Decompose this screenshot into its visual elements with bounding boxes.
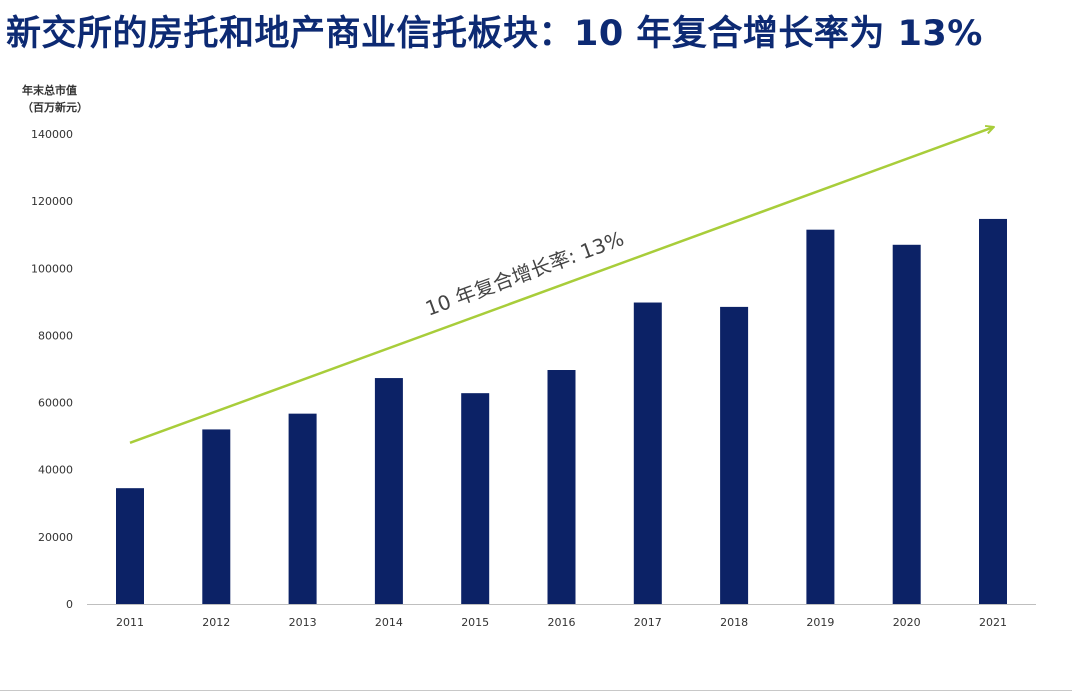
- y-tick-label: 100000: [31, 262, 73, 275]
- y-axis-label-line-2: （百万新元）: [22, 101, 88, 114]
- bar-2020: [892, 244, 921, 605]
- x-tick-label: 2015: [461, 616, 489, 629]
- x-tick-label: 2011: [116, 616, 144, 629]
- x-tick-label: 2013: [289, 616, 317, 629]
- bar-2015: [461, 393, 490, 604]
- x-tick-label: 2018: [720, 616, 748, 629]
- page-title: 新交所的房托和地产商业信托板块：10 年复合增长率为 13%: [6, 14, 983, 54]
- bar-2021: [979, 218, 1007, 604]
- bottom-divider: [0, 690, 1072, 691]
- growth-arrow: [129, 127, 993, 445]
- x-tick-label: 2016: [548, 616, 576, 629]
- x-tick-label: 2012: [202, 616, 230, 629]
- x-tick-label: 2019: [806, 616, 834, 629]
- y-axis-label-line-1: 年末总市值: [22, 84, 77, 97]
- y-axis-ticks: 0 20000 40000 60000 80000 100000 120000 140000: [31, 128, 73, 611]
- y-axis-label: 年末总市值 （百万新元）: [22, 82, 112, 116]
- x-tick-label: 2014: [375, 616, 403, 629]
- x-axis-ticks: 2011 2012 2013 2014 2015 2016 2017 2018 2019 2020…: [116, 616, 1007, 629]
- bars: [116, 218, 1007, 605]
- y-tick-label: 60000: [38, 397, 73, 410]
- bar-2019: [806, 229, 835, 604]
- y-tick-label: 40000: [38, 464, 73, 477]
- x-tick-label: 2017: [634, 616, 662, 629]
- y-tick-label: 120000: [31, 195, 73, 208]
- bar-2018: [720, 306, 749, 604]
- y-tick-label: 80000: [38, 329, 73, 342]
- bar-2012: [202, 429, 231, 604]
- bar-2014: [374, 378, 403, 604]
- bar-2011: [116, 488, 144, 604]
- bar-2016: [547, 370, 576, 604]
- bar-2013: [288, 413, 317, 604]
- y-tick-label: 20000: [38, 531, 73, 544]
- y-tick-label: 140000: [31, 128, 73, 141]
- x-tick-label: 2021: [979, 616, 1007, 629]
- y-tick-label: 0: [66, 598, 73, 611]
- x-tick-label: 2020: [893, 616, 921, 629]
- bar-2017: [633, 302, 662, 604]
